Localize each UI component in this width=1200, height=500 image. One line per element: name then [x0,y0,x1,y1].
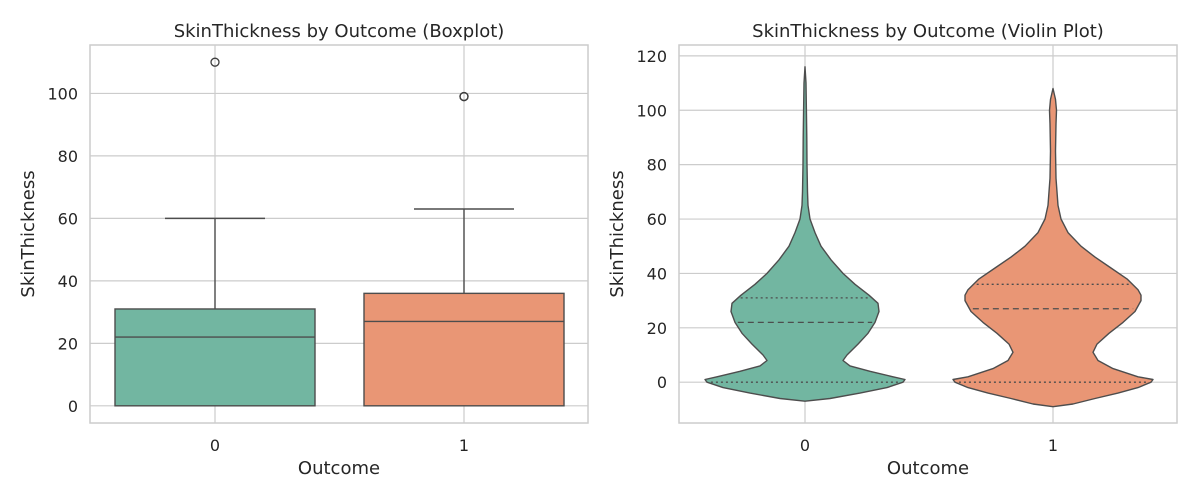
box-0 [114,57,316,407]
plot-frame [89,44,589,424]
box-iqr [114,308,316,407]
violin-body [704,66,906,402]
y-axis-label: SkinThickness [607,170,628,297]
y-tick-label: 120 [636,47,667,66]
y-axis-label: SkinThickness [18,170,39,297]
x-tick-label: 0 [210,436,220,455]
box-1 [363,91,565,407]
y-tick-label: 80 [647,156,667,175]
violin-body [952,87,1154,408]
y-tick-label: 60 [58,209,78,228]
box-iqr [363,292,565,407]
plot-frame [678,44,1178,424]
outlier-point [459,91,469,102]
y-tick-label: 100 [636,101,667,120]
violin-1 [952,87,1154,408]
chart-title: SkinThickness by Outcome (Boxplot) [174,21,505,42]
y-tick-label: 20 [647,319,667,338]
chart-panel-1: 0 20 40 60 80 100 0 1 SkinThickness by Outcome (… [18,21,589,479]
chart-panel-2: 0 20 40 60 80 100 120 0 1 SkinThickness by Outcom… [607,21,1178,479]
violin-0 [704,66,906,402]
x-axis-label: Outcome [298,458,380,479]
y-tick-label: 0 [657,373,667,392]
y-tick-label: 0 [68,397,78,416]
y-tick-label: 80 [58,147,78,166]
y-tick-label: 60 [647,210,667,229]
x-tick-label: 0 [800,436,810,455]
chart-title: SkinThickness by Outcome (Violin Plot) [752,21,1104,42]
x-axis-label: Outcome [887,458,969,479]
x-tick-label: 1 [459,436,469,455]
y-tick-label: 40 [58,272,78,291]
x-tick-label: 1 [1048,436,1058,455]
y-tick-label: 20 [58,334,78,353]
y-tick-label: 100 [47,84,78,103]
outlier-point [210,57,220,67]
y-tick-label: 40 [647,264,667,283]
